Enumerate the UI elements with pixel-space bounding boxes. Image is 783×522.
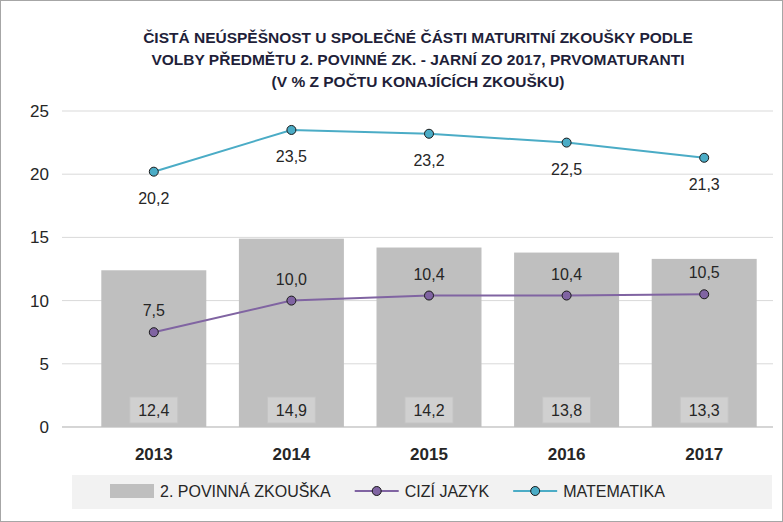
y-tick-label: 15 [30,228,49,247]
line-label: 7,5 [143,302,165,319]
line-label: 10,4 [551,266,582,283]
line-label: 20,2 [138,190,169,207]
marker [149,328,158,337]
line [154,130,704,172]
marker [287,296,296,305]
chart: ČISTÁ NEÚSPĚŠNOST U SPOLEČNÉ ČÁSTI MATUR… [0,0,783,522]
y-tick-label: 25 [30,102,49,121]
x-tick-label: 2013 [135,445,173,464]
bar-label-box [405,397,453,423]
legend: 2. POVINNÁ ZKOUŠKA CIZÍ JAZYK MATEMATIKA [72,475,772,509]
bar [239,239,344,427]
marker [562,291,571,300]
line-label: 23,2 [413,152,444,169]
bar-label-box [130,397,178,423]
title-line: VOLBY PŘEDMĚTU 2. POVINNÉ ZK. - JARNÍ ZO… [151,51,684,68]
line-label: 10,4 [413,266,444,283]
labels: 12,4 14,9 14,2 13,8 13,3 7,5 10,0 10,4 10,4 10,5 2… [130,148,728,423]
line-label: 21,3 [689,176,720,193]
legend-box [72,475,772,509]
bar-label-box [543,397,591,423]
line-label: 10,5 [689,264,720,281]
y-tick-label: 0 [40,418,49,437]
marker [149,167,158,176]
legend-swatch [110,484,154,498]
marker [425,129,434,138]
grid-line [62,427,773,428]
marker [700,290,709,299]
marker [562,138,571,147]
chart-frame [1,1,783,522]
y-tick-label: 5 [40,355,49,374]
line-label: 23,5 [276,148,307,165]
bar-label-box [680,397,728,423]
y-tick-label: 20 [30,165,49,184]
title-line: (V % Z POČTU KONAJÍCÍCH ZKOUŠKU) [272,73,565,90]
bar-label: 13,8 [551,402,582,419]
legend-label: MATEMATIKA [563,483,665,500]
line-label: 22,5 [551,161,582,178]
marks [101,125,756,427]
marker [425,291,434,300]
legend-marker [372,487,381,496]
grid-line [62,174,773,175]
legend-label: 2. POVINNÁ ZKOUŠKA [160,482,331,500]
bar [101,270,206,427]
grid-line [62,237,773,238]
bar-label: 14,9 [276,402,307,419]
bar-label: 12,4 [138,402,169,419]
bar [514,253,619,427]
x-tick-label: 2014 [272,445,310,464]
bar-label: 14,2 [413,402,444,419]
grid-line [62,111,773,112]
bar [652,259,757,427]
x-tick-label: 2016 [548,445,586,464]
x-tick-label: 2015 [410,445,448,464]
marker [287,125,296,134]
bar-label: 13,3 [689,402,720,419]
x-tick-label: 2017 [685,445,723,464]
bar [377,248,482,427]
marker [700,153,709,162]
y-tick-label: 10 [30,292,49,311]
line-label: 10,0 [276,271,307,288]
title-line: ČISTÁ NEÚSPĚŠNOST U SPOLEČNÉ ČÁSTI MATUR… [143,29,693,46]
bar-label-box [267,397,315,423]
legend-label: CIZÍ JAZYK [405,482,490,500]
x-axis [62,427,773,428]
title: ČISTÁ NEÚSPĚŠNOST U SPOLEČNÉ ČÁSTI MATUR… [143,29,693,90]
legend-marker [531,487,540,496]
